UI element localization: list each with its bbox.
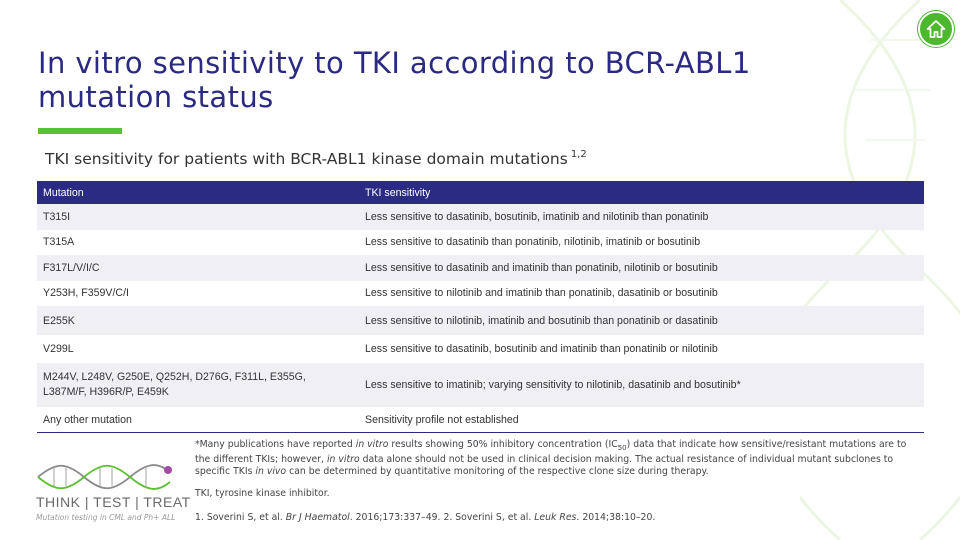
table-row: T315I Less sensitive to dasatinib, bosut… bbox=[37, 204, 924, 230]
table-row: M244V, L248V, G250E, Q252H, D276G, F311L… bbox=[37, 363, 924, 407]
footnote-text: results showing 50% inhibitory concentra… bbox=[388, 439, 618, 450]
table-row: T315A Less sensitive to dasatinib than p… bbox=[37, 230, 924, 256]
footnote-text: *Many publications have reported bbox=[195, 439, 356, 450]
table-row: E255K Less sensitive to nilotinib, imati… bbox=[37, 306, 924, 335]
header-tki-sensitivity: TKI sensitivity bbox=[359, 181, 924, 204]
header-mutation: Mutation bbox=[37, 181, 359, 204]
home-icon bbox=[926, 20, 946, 38]
mutation-cell: F317L/V/I/C bbox=[37, 255, 359, 281]
mutation-cell: M244V, L248V, G250E, Q252H, D276G, F311L… bbox=[37, 363, 359, 407]
mutation-cell: T315A bbox=[43, 236, 75, 249]
reference-journal: Leuk Res bbox=[534, 512, 577, 523]
mutation-cell: T315I bbox=[37, 204, 359, 230]
table-row: V299L Less sensitive to dasatinib, bosut… bbox=[37, 335, 924, 363]
footnote-text: ) data that indicate how sensitive/resis… bbox=[195, 439, 907, 466]
sensitivity-cell: Less sensitive to dasatinib, bosutinib, … bbox=[359, 204, 924, 230]
sensitivity-cell: Less sensitive to imatinib; varying sens… bbox=[359, 363, 924, 407]
mutation-cell-line-2: L387M/F, H396R/P, E459K bbox=[43, 386, 169, 398]
references: 1. Soverini S, et al. Br J Haematol. 201… bbox=[195, 512, 655, 523]
think-test-treat-logo: THINK | TEST | TREAT Mutation testing in… bbox=[36, 460, 190, 528]
footnote: *Many publications have reported in vitr… bbox=[195, 439, 915, 479]
mutation-cell: E255K bbox=[37, 306, 359, 335]
footnote-italic: in vivo bbox=[255, 466, 287, 478]
page-title: In vitro sensitivity to TKI according to… bbox=[38, 46, 898, 114]
subtitle-text: TKI sensitivity for patients with BCR-AB… bbox=[45, 150, 568, 168]
logo-tagline: Mutation testing in CML and Ph+ ALL bbox=[36, 513, 176, 522]
mutation-cell: V299L bbox=[43, 343, 74, 355]
mutation-cell: Any other mutation bbox=[37, 407, 359, 433]
reference-journal: Br J Haematol bbox=[285, 512, 350, 523]
footnote-text: data alone should not be used in clinica… bbox=[195, 454, 894, 478]
tki-sensitivity-table: Mutation TKI sensitivity T315I Less sens… bbox=[37, 181, 924, 433]
footnote-italic: in vitro bbox=[355, 439, 389, 450]
table-row: Any other mutation Sensitivity profile n… bbox=[37, 407, 924, 433]
footnote-italic: in vitro bbox=[326, 454, 360, 466]
page-title-line-1: In vitro sensitivity to TKI according to… bbox=[38, 46, 751, 80]
footnote-subscript: 50 bbox=[617, 443, 627, 452]
sensitivity-cell: Less sensitive to nilotinib and imatinib… bbox=[365, 287, 718, 300]
title-accent-bar bbox=[38, 128, 122, 134]
subtitle: TKI sensitivity for patients with BCR-AB… bbox=[45, 149, 587, 168]
table-row: Y253H, F359V/C/I Less sensitive to nilot… bbox=[37, 281, 924, 307]
logo-text: THINK | TEST | TREAT bbox=[36, 494, 191, 510]
sensitivity-cell: Less sensitive to dasatinib and imatinib… bbox=[359, 255, 924, 281]
mutation-cell: Y253H, F359V/C/I bbox=[43, 287, 129, 300]
table-header-row: Mutation TKI sensitivity bbox=[37, 181, 924, 204]
mutation-cell-line-1: M244V, L248V, G250E, Q252H, D276G, F311L… bbox=[43, 371, 306, 383]
subtitle-references: 1,2 bbox=[570, 149, 587, 160]
sensitivity-cell: Sensitivity profile not established bbox=[359, 407, 924, 433]
sensitivity-cell: Less sensitive to dasatinib than ponatin… bbox=[365, 236, 701, 249]
sensitivity-cell: Less sensitive to nilotinib, imatinib an… bbox=[359, 306, 924, 335]
page-title-line-2: mutation status bbox=[38, 80, 274, 114]
reference-text: . 2016;173:337–49. 2. Soverini S, et al. bbox=[349, 512, 535, 523]
reference-text: 1. Soverini S, et al. bbox=[195, 512, 286, 523]
reference-text: . 2014;38:10–20. bbox=[576, 512, 656, 523]
home-button[interactable] bbox=[918, 11, 954, 47]
sensitivity-cell: Less sensitive to dasatinib, bosutinib a… bbox=[365, 343, 718, 355]
abbreviation-note: TKI, tyrosine kinase inhibitor. bbox=[195, 488, 330, 499]
dna-strand-logo-icon bbox=[37, 464, 172, 490]
footnote-text: can be determined by quantitative monito… bbox=[286, 466, 709, 478]
table-row: F317L/V/I/C Less sensitive to dasatinib … bbox=[37, 255, 924, 281]
